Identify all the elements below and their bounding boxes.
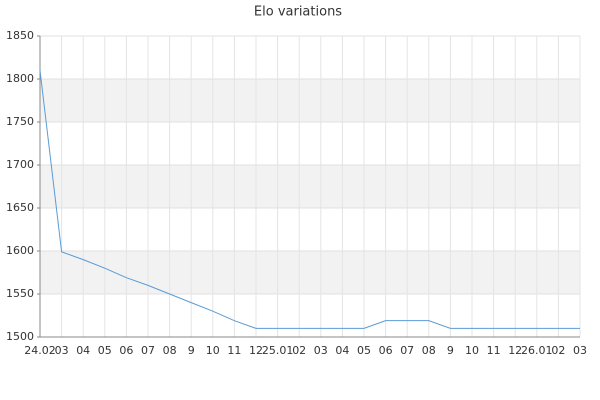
x-tick-label: 11	[227, 344, 241, 357]
y-tick-label: 1650	[6, 201, 34, 214]
x-tick-label: 07	[141, 344, 155, 357]
x-tick-label: 12	[249, 344, 263, 357]
x-tick-label: 9	[188, 344, 195, 357]
grid-band	[40, 251, 580, 294]
x-tick-label: 9	[447, 344, 454, 357]
x-tick-label: 02	[292, 344, 306, 357]
x-tick-label: 07	[400, 344, 414, 357]
x-tick-label: 10	[465, 344, 479, 357]
x-tick-label: 10	[206, 344, 220, 357]
line	[39, 70, 580, 329]
x-tick-label: 04	[335, 344, 349, 357]
grid-band	[40, 165, 580, 208]
y-tick-label: 1800	[6, 72, 34, 85]
x-tick-label: 05	[357, 344, 371, 357]
y-tick-label: 1600	[6, 244, 34, 257]
chart-title: Elo variations	[254, 5, 342, 20]
x-tick-label: 06	[119, 344, 133, 357]
y-tick-label: 1700	[6, 158, 34, 171]
x-tick-label: 08	[422, 344, 436, 357]
x-tick-label: 26.01	[521, 344, 553, 357]
x-tick-label: 02	[551, 344, 565, 357]
x-tick-label: 03	[55, 344, 69, 357]
y-tick-label: 1750	[6, 115, 34, 128]
x-tick-label: 05	[98, 344, 112, 357]
x-tick-label: 03	[314, 344, 328, 357]
x-tick-label: 24.02	[24, 344, 56, 357]
x-tick-label: 04	[76, 344, 90, 357]
x-tick-label: 08	[163, 344, 177, 357]
grid-band	[40, 79, 580, 122]
x-tick-label: 03	[573, 344, 587, 357]
x-tick-label: 11	[487, 344, 501, 357]
x-tick-label: 25.01	[262, 344, 294, 357]
y-tick-label: 1500	[6, 330, 34, 343]
x-tick-label: 06	[379, 344, 393, 357]
y-tick-label: 1850	[6, 29, 34, 42]
y-tick-label: 1550	[6, 287, 34, 300]
x-tick-label: 12	[508, 344, 522, 357]
